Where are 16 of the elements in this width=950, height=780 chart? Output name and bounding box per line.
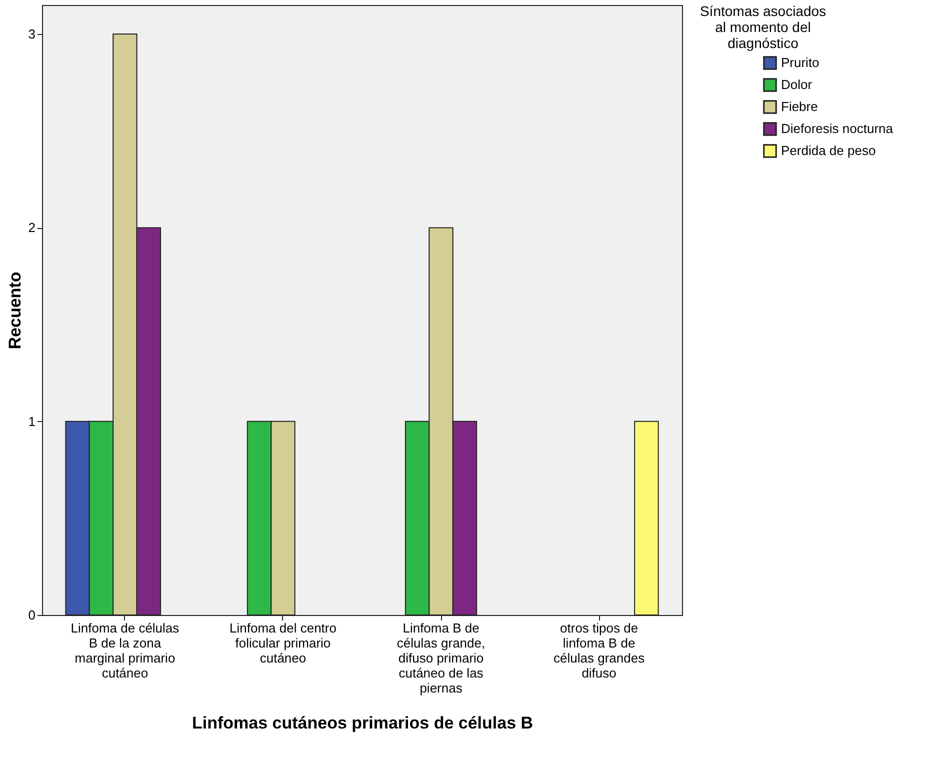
legend-label: Dolor — [781, 77, 813, 92]
x-tick-label: Linfoma del centro folicular primario cutáneo — [230, 620, 336, 666]
x-tick-label: Linfoma B de células grande, difuso primario cutáneo de las piernas — [396, 620, 486, 696]
y-axis-title: Recuento — [5, 272, 24, 350]
x-axis-title: Linfomas cutáneos primarios de células B — [192, 714, 534, 732]
legend-label: Dieforesis nocturna — [781, 121, 894, 136]
y-tick-label: 3 — [28, 26, 36, 42]
y-tick-label: 2 — [28, 220, 36, 236]
legend-label: Perdida de peso — [781, 143, 876, 158]
y-tick-label: 1 — [28, 414, 36, 429]
y-tick-label: 0 — [28, 608, 36, 622]
legend-label: Prurito — [781, 55, 820, 70]
legend-title: Síntomas asociados al momento del diagnóstico — [700, 3, 826, 51]
x-tick-label: Linfoma de células B de la zona marginal primario cutáneo — [70, 620, 180, 680]
legend-label: Fiebre — [781, 99, 818, 114]
x-tick-label: otros tipos de linfoma B de células grandes difuso — [554, 620, 646, 680]
